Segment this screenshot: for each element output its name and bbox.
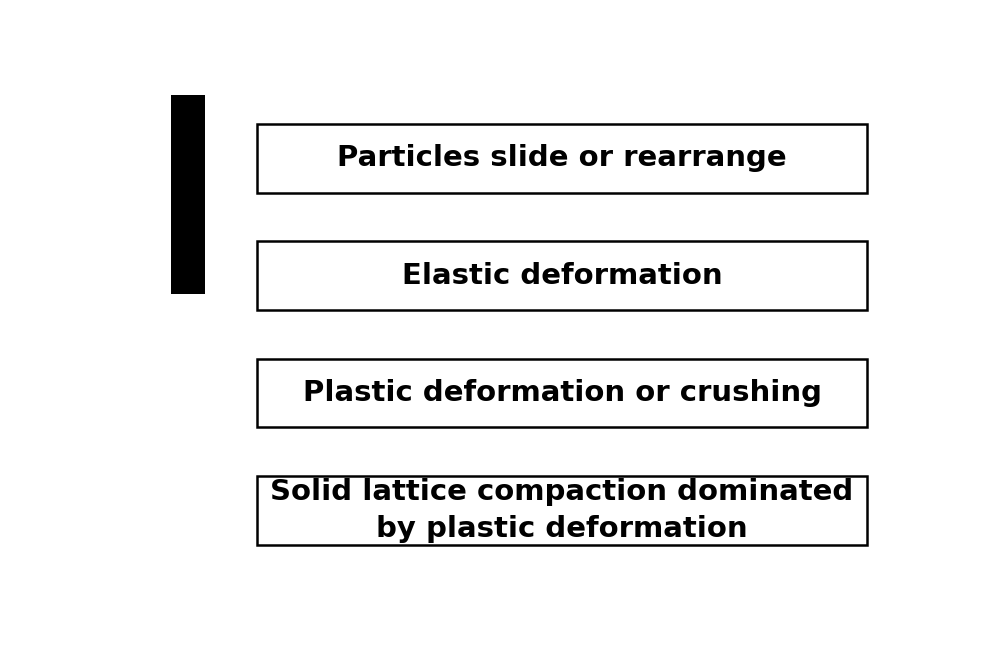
Text: Particles slide or rearrange: Particles slide or rearrange	[337, 144, 787, 172]
FancyBboxPatch shape	[257, 476, 868, 545]
FancyBboxPatch shape	[257, 241, 868, 310]
FancyBboxPatch shape	[171, 95, 205, 293]
FancyBboxPatch shape	[171, 95, 205, 293]
FancyBboxPatch shape	[257, 124, 868, 193]
Text: Plastic deformation or crushing: Plastic deformation or crushing	[302, 379, 821, 407]
FancyBboxPatch shape	[257, 359, 868, 428]
Text: Solid lattice compaction dominated
by plastic deformation: Solid lattice compaction dominated by pl…	[271, 478, 854, 543]
Text: Elastic deformation: Elastic deformation	[402, 261, 722, 290]
